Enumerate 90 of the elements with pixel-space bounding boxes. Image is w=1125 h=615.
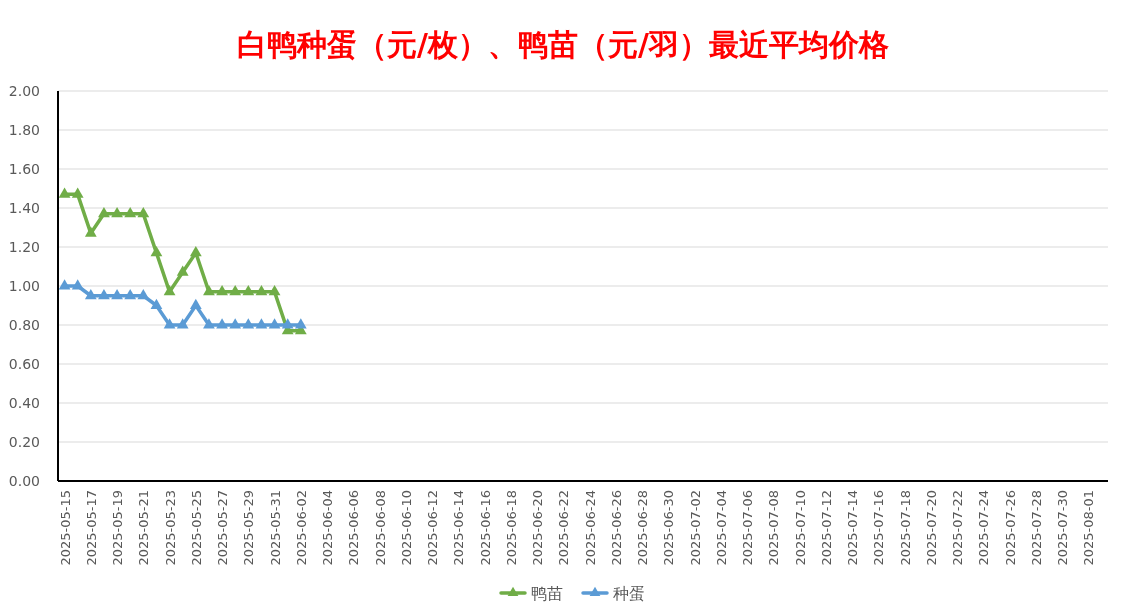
point: [137, 288, 150, 300]
x-tick-label: 2025-07-26: [1002, 490, 1018, 566]
x-tick-label: 2025-05-21: [136, 490, 152, 566]
point: [137, 207, 150, 218]
chart-title: 白鸭种蛋（元/枚）、鸭苗（元/羽）最近平均价格: [237, 27, 889, 62]
x-tick-label: 2025-06-28: [635, 490, 651, 566]
point: [189, 246, 202, 257]
point: [189, 298, 202, 309]
y-tick-label: 1.80: [8, 122, 40, 138]
point: [176, 265, 189, 276]
y-tick-label: 1.20: [8, 239, 40, 255]
x-tick-label: 2025-07-12: [818, 490, 834, 566]
point: [268, 318, 281, 329]
point: [242, 285, 255, 296]
x-tick-label: 2025-08-01: [1081, 490, 1097, 566]
x-tick-label: 2025-05-15: [57, 490, 73, 566]
point: [203, 285, 215, 296]
legend-label: 种蛋: [613, 584, 645, 603]
y-tick-label: 0.40: [8, 395, 40, 411]
x-tick-label: 2025-07-10: [792, 490, 808, 566]
point: [203, 318, 215, 329]
x-tick-label: 2025-07-16: [871, 490, 887, 566]
x-tick-label: 2025-07-04: [713, 490, 729, 566]
point: [58, 187, 71, 198]
y-tick-label: 0.00: [8, 473, 40, 489]
x-tick-label: 2025-07-14: [845, 490, 861, 566]
x-tick-label: 2025-06-10: [398, 490, 414, 566]
point: [229, 285, 242, 296]
x-tick-label: 2025-06-22: [556, 490, 572, 566]
point: [124, 207, 137, 218]
x-tick-label: 2025-07-08: [766, 490, 782, 566]
x-tick-label: 2025-07-30: [1055, 490, 1071, 566]
y-tick-label: 0.60: [8, 356, 40, 372]
point: [163, 285, 176, 296]
y-tick-label: 0.20: [8, 434, 40, 450]
point: [281, 318, 294, 329]
x-tick-label: 2025-07-28: [1028, 490, 1044, 566]
point: [216, 285, 228, 296]
legend-label: 鸭苗: [531, 584, 563, 603]
x-tick-label: 2025-06-06: [346, 490, 362, 566]
x-tick-label: 2025-06-18: [503, 490, 519, 566]
point: [84, 288, 97, 300]
point: [216, 318, 228, 329]
y-tick-label: 1.00: [8, 278, 40, 294]
point: [255, 318, 268, 329]
y-tick-label: 1.40: [8, 200, 40, 216]
x-tick-label: 2025-05-31: [267, 490, 283, 566]
point: [84, 226, 97, 237]
point: [98, 207, 110, 218]
x-tick-label: 2025-06-08: [372, 490, 388, 566]
y-tick-label: 1.60: [8, 161, 40, 177]
point: [268, 285, 281, 296]
x-tick-label: 2025-05-23: [162, 490, 178, 566]
x-tick-label: 2025-06-16: [477, 490, 493, 566]
x-tick-label: 2025-07-18: [897, 490, 913, 566]
x-tick-label: 2025-06-26: [608, 490, 624, 566]
point: [150, 246, 163, 257]
point: [176, 318, 189, 329]
point: [71, 279, 84, 290]
y-tick-label: 0.80: [8, 317, 40, 333]
point: [124, 288, 137, 300]
point: [71, 187, 84, 198]
x-tick-label: 2025-05-19: [110, 490, 126, 566]
x-tick-label: 2025-07-06: [740, 490, 756, 566]
x-tick-label: 2025-05-27: [215, 490, 231, 566]
point: [58, 279, 71, 290]
x-tick-label: 2025-06-24: [582, 490, 598, 566]
x-tick-label: 2025-07-22: [950, 490, 966, 566]
x-tick-label: 2025-05-29: [241, 490, 257, 566]
point: [150, 298, 163, 309]
x-tick-label: 2025-06-20: [530, 490, 546, 566]
point: [294, 318, 307, 329]
point: [255, 285, 268, 296]
point: [98, 288, 110, 300]
x-tick-label: 2025-06-12: [425, 490, 441, 566]
point: [111, 207, 123, 218]
x-tick-label: 2025-07-24: [976, 490, 992, 566]
x-tick-label: 2025-06-04: [320, 490, 336, 566]
x-tick-label: 2025-06-02: [293, 490, 309, 566]
y-tick-label: 2.00: [8, 83, 40, 99]
x-tick-label: 2025-05-17: [83, 490, 99, 566]
x-tick-label: 2025-07-02: [687, 490, 703, 566]
point: [229, 318, 242, 329]
point: [163, 318, 176, 329]
point: [242, 318, 255, 329]
x-tick-label: 2025-05-25: [188, 490, 204, 566]
x-tick-label: 2025-06-14: [451, 490, 467, 566]
x-tick-label: 2025-06-30: [661, 490, 677, 566]
x-tick-label: 2025-07-20: [923, 490, 939, 566]
point: [111, 288, 123, 300]
